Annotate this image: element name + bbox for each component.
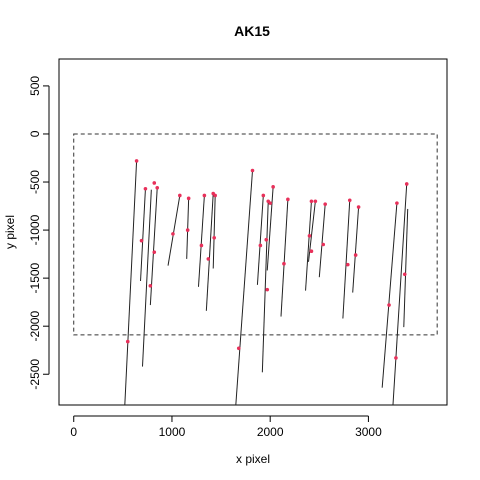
data-point-7 [152,250,156,254]
data-point-25 [271,185,275,189]
frame-layer [74,134,437,335]
y-tick-label-4: -1500 [28,262,42,293]
data-point-19 [237,346,241,350]
data-point-3 [140,239,144,243]
track-line-19 [382,203,397,388]
data-point-27 [286,198,290,202]
x-tick-label-1: 1000 [159,425,186,439]
points-layer [126,159,409,360]
track-line-16 [319,204,325,277]
x-tick-label-3: 3000 [355,425,382,439]
x-tick-label-0: 0 [70,425,77,439]
data-point-41 [405,182,409,186]
chart-title: AK15 [234,23,270,39]
data-point-0 [135,159,139,163]
track-line-12 [267,187,273,271]
data-point-6 [155,186,159,190]
data-point-29 [310,199,314,203]
data-point-14 [207,257,211,261]
data-point-35 [348,198,352,202]
track-line-0 [125,161,137,405]
frame-rect [74,134,437,335]
y-axis-label: y pixel [3,215,17,249]
data-point-43 [394,356,398,360]
track-line-7 [206,194,213,311]
track-line-9 [236,170,253,405]
track-line-8 [213,195,215,268]
data-point-11 [186,228,190,232]
data-point-28 [282,262,286,266]
track-line-6 [198,195,204,286]
data-point-31 [308,234,312,238]
x-axis: 0 1000 2000 3000 [70,416,382,439]
data-point-12 [203,194,207,198]
data-point-17 [212,236,216,240]
track-line-4 [168,195,180,265]
data-point-5 [152,181,156,185]
track-line-13 [281,199,288,316]
data-point-18 [251,169,255,173]
data-point-8 [178,194,182,198]
data-point-10 [187,197,191,201]
y-axis: 500 0 -500 -1000 -1500 -2000 -2500 [28,76,49,390]
plot-area [59,59,447,405]
track-line-10 [257,195,263,284]
x-axis-label: x pixel [236,452,270,466]
data-point-9 [171,232,175,236]
track-line-17 [343,200,350,318]
data-point-2 [144,187,148,191]
data-point-39 [395,201,399,205]
y-tick-label-3: -1000 [28,214,42,245]
data-point-22 [264,238,268,242]
segments-layer [125,161,408,405]
y-tick-label-5: -2000 [28,311,42,342]
data-point-30 [314,199,318,203]
data-point-40 [387,303,391,307]
x-tick-label-2: 2000 [257,425,284,439]
track-line-3 [150,188,157,305]
data-point-16 [213,194,217,198]
data-point-13 [200,244,204,248]
data-point-36 [346,263,350,267]
data-point-21 [259,244,263,248]
data-point-1 [126,340,130,344]
y-tick-label-6: -2500 [28,359,42,390]
data-point-26 [265,288,269,292]
data-point-37 [357,205,361,209]
data-point-32 [310,249,314,253]
data-point-33 [323,202,327,206]
y-tick-label-2: -500 [28,170,42,194]
y-tick-label-1: 0 [28,130,42,137]
data-point-34 [321,243,325,247]
track-line-18 [353,207,359,293]
data-point-20 [262,194,266,198]
data-point-24 [268,201,272,205]
data-point-38 [354,253,358,257]
y-tick-label-0: 500 [28,76,42,96]
data-point-4 [149,284,153,288]
data-point-42 [403,272,407,276]
track-line-11 [262,201,268,372]
track-line-1 [141,189,146,281]
